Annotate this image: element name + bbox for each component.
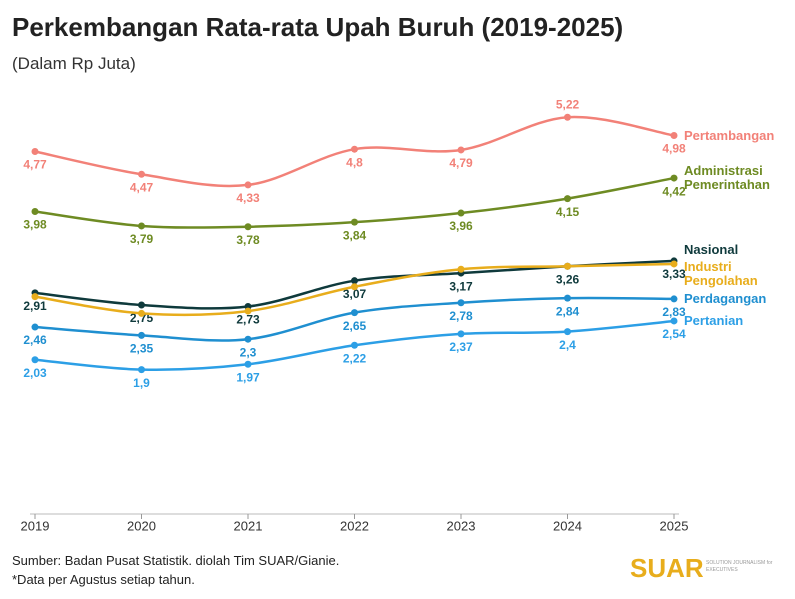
data-point [31, 147, 39, 155]
data-point [244, 181, 252, 189]
data-label: 4,8 [346, 155, 363, 169]
data-label: 2,73 [236, 313, 260, 327]
data-point [670, 132, 678, 140]
data-point [564, 195, 571, 203]
data-point [31, 293, 39, 301]
data-point [138, 366, 145, 374]
data-point [138, 301, 145, 309]
data-point [564, 294, 571, 302]
data-label: 3,96 [449, 219, 473, 233]
data-label: 3,17 [449, 279, 473, 293]
data-point [244, 307, 252, 315]
data-point [351, 218, 358, 226]
source: Sumber: Badan Pusat Statistik. diolah Ti… [12, 553, 340, 568]
data-point [244, 360, 252, 368]
data-point [138, 222, 145, 230]
data-label: 2,37 [449, 340, 473, 354]
data-label: 5,22 [556, 97, 580, 111]
data-label: 4,98 [662, 142, 686, 156]
data-label: 3,33 [662, 267, 686, 281]
data-point [244, 223, 252, 231]
x-tick-label: 2024 [553, 518, 582, 533]
legend-label: Administrasi Pemerintahan [684, 163, 770, 193]
data-point [244, 335, 252, 343]
legend-label: Industri Pengolahan [684, 259, 758, 289]
data-label: 4,47 [130, 180, 154, 194]
data-point [351, 145, 358, 153]
data-point [351, 277, 358, 285]
data-point [670, 317, 678, 325]
chart-title: Perkembangan Rata-rata Upah Buruh (2019-… [12, 12, 624, 42]
data-label: 2,03 [23, 366, 47, 380]
data-label: 3,78 [236, 233, 260, 247]
data-point [457, 299, 465, 307]
legend-label: Perdagangan [684, 290, 767, 306]
data-point [564, 328, 571, 336]
data-label: 3,07 [343, 287, 367, 301]
data-label: 2,46 [23, 333, 47, 347]
data-label: 1,9 [133, 376, 150, 390]
data-label: 2,84 [556, 304, 580, 318]
x-tick-label: 2019 [21, 518, 50, 533]
data-label: 2,22 [343, 351, 367, 365]
data-point [138, 309, 145, 317]
data-label: 2,54 [662, 327, 686, 341]
data-point [457, 209, 465, 217]
data-point [31, 208, 39, 216]
x-tick-label: 2022 [340, 518, 369, 533]
data-label: 4,79 [449, 156, 473, 170]
data-point [457, 265, 465, 273]
data-label: 2,83 [662, 305, 686, 319]
data-label: 2,91 [23, 299, 47, 313]
data-point [457, 146, 465, 154]
data-point [564, 262, 571, 270]
legend-label: Nasional [684, 242, 739, 258]
data-point [351, 309, 358, 317]
data-point [138, 170, 145, 178]
data-point [351, 341, 358, 349]
data-label: 3,26 [556, 272, 580, 286]
chart-subtitle: (Dalam Rp Juta) [12, 54, 136, 73]
x-tick-label: 2023 [447, 518, 476, 533]
data-label: 1,97 [236, 370, 260, 384]
data-label: 4,33 [236, 191, 260, 205]
x-tick-label: 2020 [127, 518, 156, 533]
data-label: 4,77 [23, 158, 47, 172]
data-label: 2,4 [559, 338, 576, 352]
data-label: 4,42 [662, 184, 686, 198]
data-point [457, 330, 465, 338]
x-tick-label: 2025 [660, 518, 689, 533]
data-label: 2,65 [343, 319, 367, 333]
data-label: 3,98 [23, 218, 47, 232]
data-point [564, 113, 571, 121]
x-tick-label: 2021 [234, 518, 263, 533]
data-label: 2,35 [130, 342, 154, 356]
logo: SUAR [630, 553, 704, 583]
note: *Data per Agustus setiap tahun. [12, 572, 195, 587]
data-point [31, 323, 39, 331]
data-point [670, 174, 678, 182]
data-point [670, 260, 678, 268]
legend-label: Pertanian [684, 312, 744, 328]
data-label: 3,84 [343, 228, 367, 242]
data-label: 2,78 [449, 309, 473, 323]
data-point [138, 331, 145, 339]
data-point [351, 283, 358, 291]
data-point [31, 356, 39, 364]
logo-tagline: SOLUTION JOURNALISM for EXECUTIVES [706, 560, 773, 573]
data-point [670, 295, 678, 303]
data-label: 3,79 [130, 232, 154, 246]
data-label: 2,3 [240, 345, 257, 359]
data-label: 4,15 [556, 205, 580, 219]
legend-label: Pertambangan [684, 127, 775, 143]
